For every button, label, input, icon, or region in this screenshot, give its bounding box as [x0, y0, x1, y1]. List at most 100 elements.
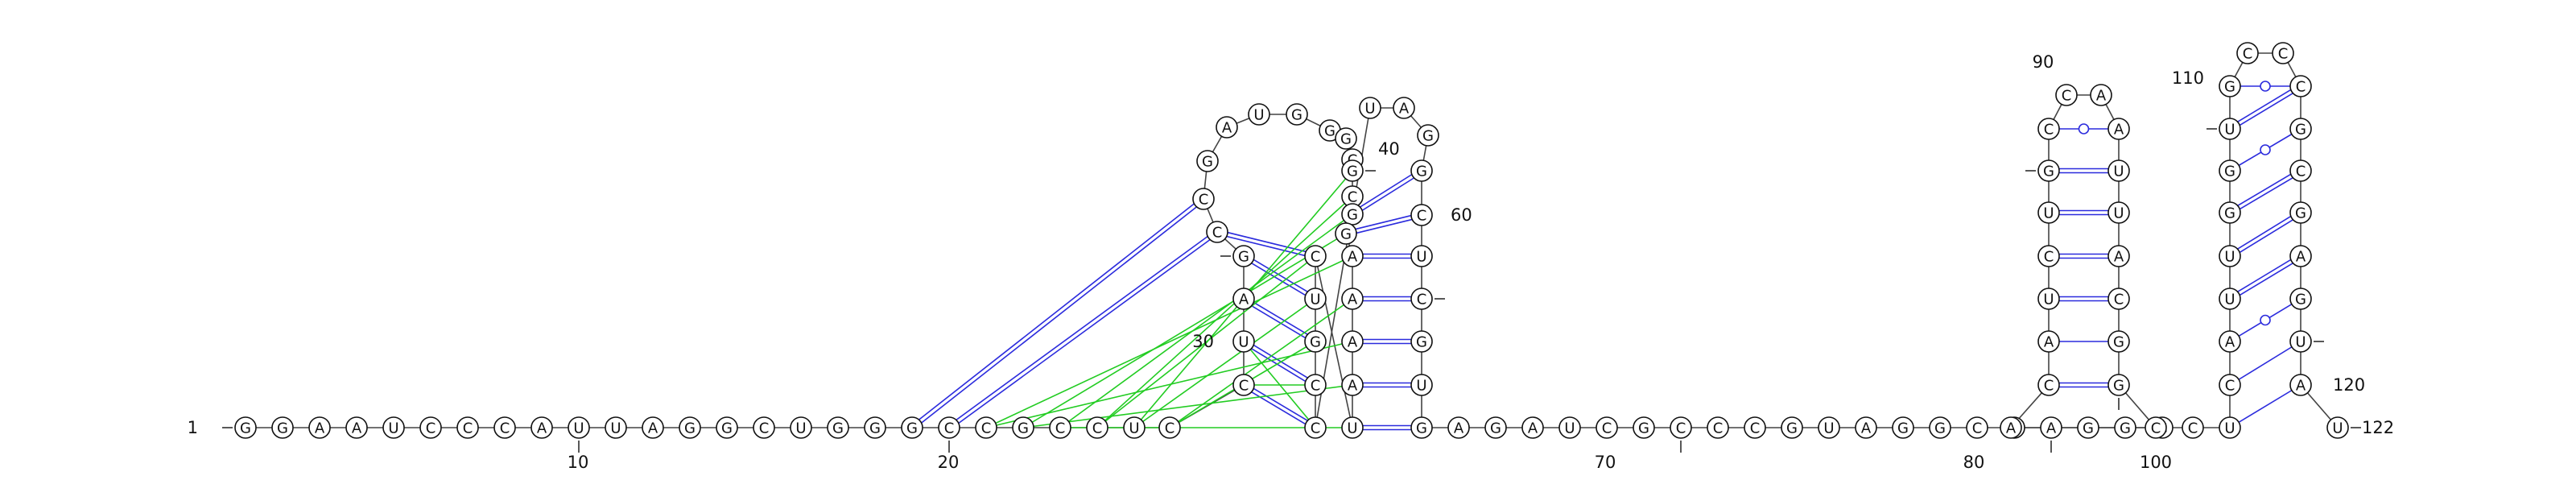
nucleotide-118: A [2290, 246, 2311, 267]
wobble-pair-marker [2260, 81, 2270, 91]
nucleotide-25: U [1124, 417, 1145, 438]
nucleotide-113: C [2273, 43, 2293, 64]
nucleotide-letter: G [1340, 131, 1352, 148]
nucleotide-letter: A [2114, 122, 2124, 139]
nucleotide-120: U [2290, 331, 2311, 352]
position-label-20: 20 [938, 453, 960, 472]
nucleotide-71: C [1707, 417, 1728, 438]
nucleotide-105: A [2219, 331, 2240, 352]
nucleotide-45: A [1342, 288, 1363, 309]
position-label-120: 120 [2333, 375, 2365, 395]
nucleotide-letter: G [869, 420, 881, 437]
nucleotide-letter: G [721, 420, 733, 437]
nucleotide-111: G [2219, 76, 2240, 97]
nucleotide-86: A [2038, 331, 2059, 352]
nucleotide-26: C [1159, 417, 1180, 438]
nucleotide-letter: G [1310, 334, 1321, 351]
nucleotide-119: G [2290, 288, 2311, 309]
nucleotide-letter: G [1422, 128, 1434, 145]
nucleotide-letter: G [1202, 154, 1213, 171]
nucleotide-letter: C [1417, 292, 1427, 308]
nucleotide-letter: U [2113, 163, 2124, 180]
nucleotide-letter: U [1416, 378, 1426, 395]
nucleotide-letter: G [832, 420, 844, 437]
nucleotide-82: G [2115, 417, 2136, 438]
nucleotide-letter: C [1239, 378, 1249, 395]
nucleotide-letter: A [1348, 378, 1358, 395]
nucleotide-letter: G [684, 420, 696, 437]
nucleotide-114: C [2290, 76, 2311, 97]
nucleotide-12: A [642, 417, 663, 438]
nucleotide-15: C [753, 417, 774, 438]
nucleotide-letter: G [1291, 107, 1302, 124]
nucleotide-letter: C [463, 420, 473, 437]
nucleotide-62: U [1411, 374, 1432, 395]
nucleotide-letter: U [1347, 420, 1357, 437]
nucleotide-58: C [1411, 205, 1432, 226]
nucleotide-letter: U [1238, 334, 1249, 351]
nucleotide-letter: G [1934, 420, 1946, 437]
nucleotide-letter: C [1212, 225, 1223, 242]
nucleotide-57: G [1411, 160, 1432, 181]
nucleotide-letter: G [2224, 79, 2235, 96]
nucleotide-letter: C [1165, 420, 1175, 437]
nucleotide-letter: C [2044, 249, 2054, 266]
nucleotide-99: G [2108, 331, 2129, 352]
wobble-pair-marker [2079, 124, 2089, 134]
nucleotide-98: C [2108, 288, 2129, 309]
nucleotide-letter: U [2043, 205, 2054, 222]
nucleotide-letter: U [2224, 292, 2235, 308]
nucleotide-letter: C [2225, 378, 2235, 395]
nucleotide-101: C [2145, 417, 2166, 438]
nucleotide-87: U [2038, 288, 2059, 309]
nucleotide-24: C [1087, 417, 1108, 438]
nucleotide-letter: C [1602, 420, 1612, 437]
nucleotide-letter: U [1253, 107, 1264, 124]
nucleotide-56: G [1418, 125, 1439, 146]
nucleotide-letter: G [1638, 420, 1649, 437]
nucleotide-36: G [1286, 104, 1307, 125]
nucleotide-35: U [1249, 104, 1269, 125]
nucleotide-93: A [2091, 85, 2112, 106]
nucleotide-104: C [2219, 374, 2240, 395]
nucleotide-121: A [2290, 374, 2311, 395]
nucleotide-117: G [2290, 202, 2311, 223]
pseudoknot-pair [1023, 234, 1346, 428]
nucleotide-letter: A [2046, 420, 2057, 437]
nucleotide-42: G [1342, 204, 1363, 225]
nucleotide-letter: A [2296, 249, 2306, 266]
nucleotide-letter: G [2113, 378, 2124, 395]
nucleotide-letter: C [2296, 79, 2306, 96]
position-label-100: 100 [2140, 453, 2172, 472]
nucleotide-30: G [1233, 246, 1254, 267]
position-label-60: 60 [1451, 205, 1472, 225]
nucleotide-letter: A [2006, 420, 2017, 437]
nucleotide-letter: A [315, 420, 325, 437]
nucleotide-letter: C [1092, 420, 1103, 437]
nucleotide-letter: G [2295, 205, 2306, 222]
nucleotide-14: G [716, 417, 737, 438]
nucleotide-84: A [2000, 417, 2021, 438]
pseudoknot-pair [986, 256, 1352, 428]
nucleotide-60: C [1411, 288, 1432, 309]
nucleotide-letter: U [2113, 205, 2124, 222]
nucleotide-letter: A [2114, 249, 2124, 266]
nucleotide-46: A [1342, 331, 1363, 352]
nucleotide-letter: C [1311, 249, 1321, 266]
nucleotide-6: C [420, 417, 441, 438]
nucleotide-122: U [2327, 417, 2348, 438]
nucleotide-letter: G [240, 420, 251, 437]
nucleotide-letter: G [1416, 163, 1427, 180]
nucleotide-letter: C [2243, 46, 2253, 63]
nucleotide-16: U [791, 417, 811, 438]
nucleotide-letter: C [1676, 420, 1686, 437]
nucleotide-61: G [1411, 331, 1432, 352]
nucleotide-letter: A [1861, 420, 1872, 437]
nucleotide-letter: U [2043, 292, 2054, 308]
base-pair [2230, 341, 2301, 385]
nucleotide-letter: A [1348, 249, 1358, 266]
nucleotide-96: U [2108, 202, 2129, 223]
position-label-40: 40 [1378, 139, 1400, 159]
position-label-10: 10 [568, 453, 589, 472]
